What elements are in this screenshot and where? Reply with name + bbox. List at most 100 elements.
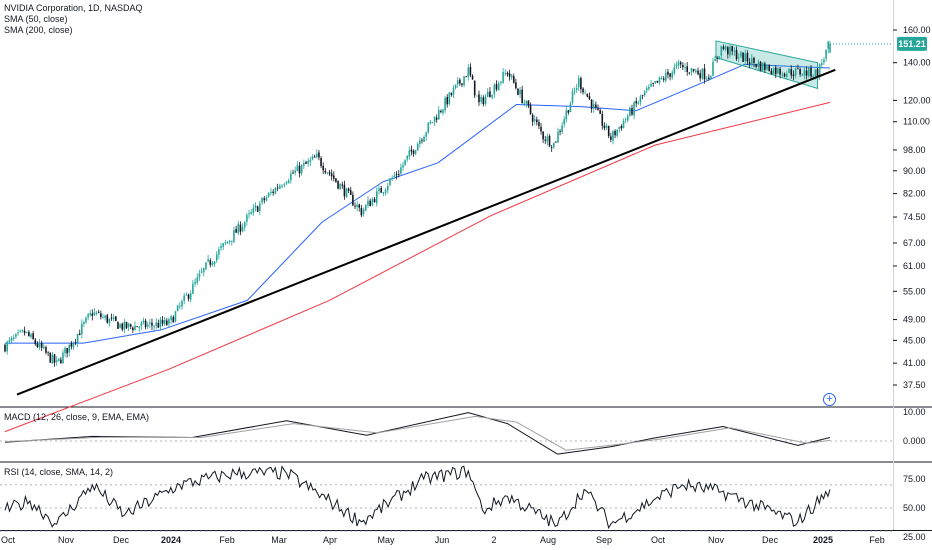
candle-body [764, 63, 766, 70]
candle-body [550, 146, 553, 148]
candle-body [136, 326, 138, 328]
candle [172, 315, 175, 323]
candle-body [132, 327, 134, 331]
candle-body [151, 322, 153, 326]
candle-body [803, 69, 806, 76]
candle-body [93, 312, 96, 316]
candle [631, 104, 633, 116]
candle-body [309, 159, 312, 162]
candle [506, 71, 509, 77]
rsi-pane[interactable] [0, 465, 893, 532]
candle-body [192, 283, 194, 294]
candle [174, 310, 177, 323]
candle [93, 308, 96, 316]
candle [85, 316, 87, 324]
candle [569, 101, 572, 113]
candle-body [337, 180, 339, 189]
candle [8, 337, 11, 345]
candle-body [55, 360, 58, 362]
candle [307, 158, 309, 167]
candle [248, 209, 250, 219]
candle-body [827, 41, 830, 49]
candle-body [812, 75, 814, 78]
candle-body [580, 78, 582, 90]
candle [49, 352, 52, 364]
candle [476, 95, 478, 97]
candle-body [78, 333, 81, 336]
candle [495, 80, 498, 92]
candle [316, 149, 318, 159]
candle [161, 316, 164, 327]
candle-body [313, 156, 316, 158]
candle-body [808, 67, 810, 76]
candle [425, 131, 427, 141]
candle-body [155, 322, 158, 326]
candle-body [224, 242, 227, 244]
candle [716, 56, 718, 63]
candle-body [345, 188, 348, 198]
candle-body [87, 314, 89, 318]
candle [123, 318, 126, 334]
candle [375, 187, 378, 207]
candle-body [181, 300, 183, 307]
candle [281, 183, 283, 189]
candle [616, 129, 618, 138]
candle-body [660, 78, 663, 79]
candle-body [515, 82, 517, 89]
candle-body [416, 143, 419, 151]
candle [378, 185, 380, 195]
add-indicator-button[interactable]: + [823, 393, 836, 406]
candle [176, 304, 179, 312]
candle [755, 63, 757, 69]
candle-body [235, 229, 237, 233]
candle [384, 188, 387, 196]
candle [267, 191, 270, 198]
candle-body [267, 193, 270, 197]
candle [731, 45, 733, 56]
candle [45, 345, 47, 355]
candle-body [270, 191, 272, 194]
candle-body [575, 88, 578, 90]
candle [25, 331, 28, 334]
candle-body [362, 209, 365, 215]
candle-body [51, 354, 54, 364]
candle-body [146, 324, 149, 327]
candle-body [491, 94, 493, 98]
candle-body [650, 83, 652, 87]
candle [386, 182, 389, 194]
candle [170, 314, 172, 325]
candle-body [722, 46, 725, 50]
axis-labels: 160.00 140.00 120.00 110.00 98.00 90.00 82.00 7… [1, 25, 931, 545]
candle [391, 175, 393, 181]
price-pane[interactable] [4, 40, 893, 433]
candle-body [226, 241, 229, 244]
macd-tick-label: 0.000 [903, 436, 926, 446]
candle-body [540, 126, 542, 132]
candle-body [818, 64, 821, 78]
candle-body [559, 130, 561, 132]
candle [692, 68, 695, 73]
candle [538, 119, 540, 130]
candle-body [28, 331, 30, 336]
candle-body [624, 119, 627, 121]
candle [95, 310, 98, 316]
candle [352, 191, 354, 206]
y-tick-label: 110.00 [903, 117, 930, 127]
candle-body [425, 132, 427, 137]
candle [429, 119, 432, 125]
candle-body [438, 110, 440, 120]
macd-pane[interactable] [0, 412, 893, 455]
candle [419, 136, 421, 148]
y-tick-label: 37.50 [903, 380, 926, 390]
candle [259, 200, 261, 215]
candle-body [658, 77, 661, 83]
candle-body [400, 167, 402, 174]
candle [117, 321, 119, 329]
candle-body [577, 78, 580, 88]
candle-body [506, 72, 509, 75]
candle [718, 56, 721, 61]
candle-body [281, 185, 283, 187]
candle-body [461, 83, 463, 85]
candle [78, 329, 81, 336]
